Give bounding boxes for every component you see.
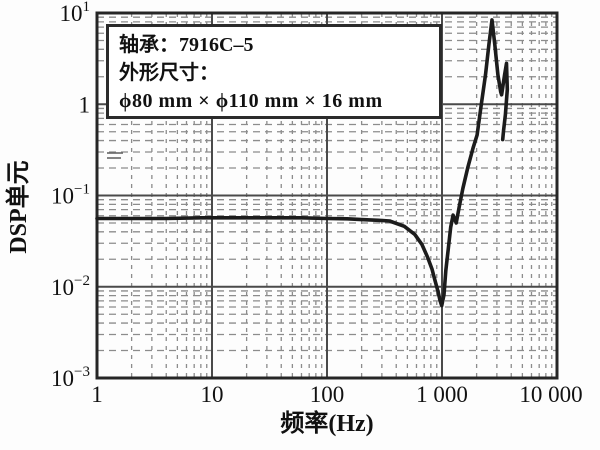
- annotation-dimensions-title: 外形尺寸：: [119, 62, 219, 84]
- x-axis-label: 频率(Hz): [280, 409, 373, 437]
- y-tick-label: 10−3: [51, 364, 90, 391]
- y-tick-label: 10−1: [51, 182, 90, 209]
- annotation-bearing-model: 轴承：7916C–5: [119, 34, 254, 56]
- scan-noise-marks: [107, 152, 123, 159]
- y-tick-label: 1: [79, 92, 91, 117]
- x-tick-label: 100: [310, 382, 345, 407]
- series-curve: [95, 18, 510, 308]
- x-tick-label: 1: [91, 382, 103, 407]
- annotation-box: 轴承：7916C–5 外形尺寸： ϕ80 mm × ϕ110 mm × 16 m…: [106, 24, 442, 119]
- y-tick-label: 101: [60, 0, 91, 26]
- y-tick-label: 10−2: [51, 273, 90, 300]
- x-tick-label: 10: [201, 382, 224, 407]
- annotation-dimensions-value: ϕ80 mm × ϕ110 mm × 16 mm: [119, 90, 383, 112]
- x-axis-tick-labels: 1 10 100 1 000 10 000: [91, 382, 582, 407]
- plot-border: [95, 11, 559, 380]
- y-axis-tick-labels: 101 1 10−1 10−2 10−3: [51, 0, 90, 391]
- x-tick-label: 10 000: [519, 382, 582, 407]
- data-curve-layer: [95, 18, 510, 308]
- x-tick-label: 1 000: [416, 382, 468, 407]
- y-axis-label: DSP单元: [5, 160, 32, 253]
